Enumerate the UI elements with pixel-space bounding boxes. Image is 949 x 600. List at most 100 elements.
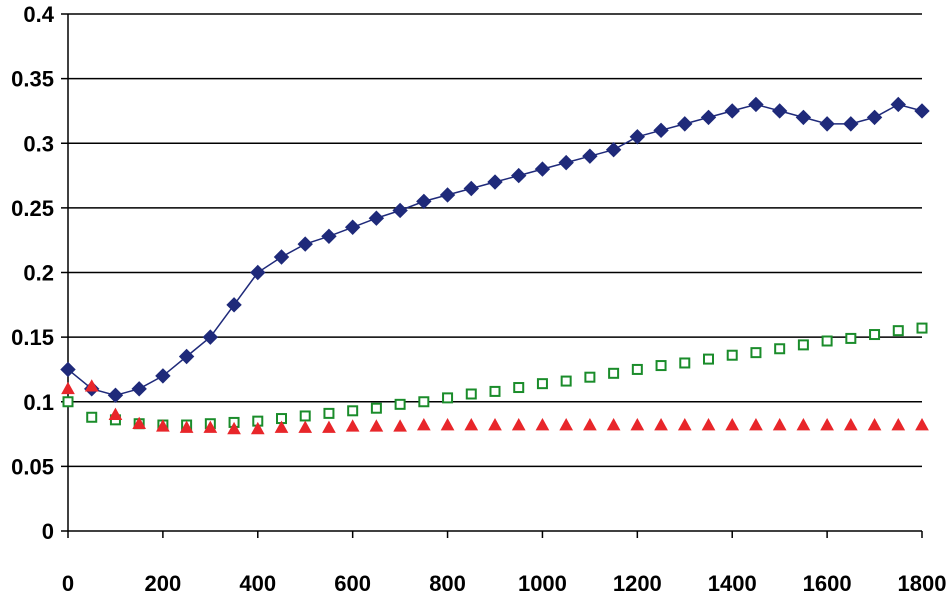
data-point — [535, 417, 550, 431]
series-line — [67, 103, 923, 397]
tick-labels-layer: 0 0.05 0.1 0.15 0.2 0.25 0.3 0.35 0.4 0 200 400 600 8… — [11, 2, 946, 596]
data-point — [866, 109, 883, 126]
data-point — [321, 228, 337, 245]
data-point — [726, 349, 738, 361]
data-point — [178, 348, 195, 365]
data-point — [584, 371, 596, 383]
data-point — [416, 417, 431, 431]
y-tick-label: 0.4 — [23, 2, 54, 27]
data-point — [84, 379, 99, 392]
data-point — [344, 219, 361, 235]
data-point — [202, 329, 219, 345]
data-point — [700, 109, 717, 126]
data-point — [60, 361, 76, 378]
data-point — [703, 353, 714, 365]
data-point — [442, 392, 454, 404]
data-point — [820, 417, 834, 431]
data-point — [534, 161, 551, 177]
data-point — [701, 417, 716, 431]
data-point — [345, 419, 360, 432]
data-point — [179, 420, 194, 433]
y-tick-label: 0.2 — [23, 261, 54, 286]
data-point — [796, 417, 811, 431]
x-tick-label: 200 — [145, 571, 182, 596]
y-tick-label: 0.1 — [23, 390, 54, 415]
data-point — [843, 417, 858, 431]
data-point — [274, 420, 289, 433]
data-point — [487, 174, 503, 190]
data-point — [273, 249, 290, 265]
data-point — [772, 417, 787, 431]
data-point — [774, 343, 786, 355]
data-point — [558, 154, 574, 171]
data-point — [629, 129, 646, 145]
data-point — [560, 375, 572, 387]
data-point — [914, 103, 930, 119]
data-point — [606, 417, 621, 431]
data-point — [582, 148, 598, 164]
data-point — [748, 96, 764, 113]
data-point — [464, 417, 479, 431]
data-point — [677, 116, 693, 132]
data-point — [465, 388, 477, 400]
x-tick-label: 400 — [239, 571, 276, 596]
data-point — [630, 417, 645, 431]
data-point — [655, 360, 667, 372]
data-point — [891, 417, 906, 431]
x-tick-label: 0 — [62, 571, 74, 596]
data-point — [511, 167, 527, 184]
y-tick-label: 0 — [42, 519, 54, 544]
data-point — [132, 416, 147, 430]
data-point — [867, 417, 882, 431]
data-point — [916, 322, 928, 334]
data-point — [61, 381, 75, 395]
data-point — [440, 417, 455, 431]
data-point — [347, 405, 359, 417]
data-point — [62, 396, 74, 408]
data-point — [869, 329, 881, 341]
data-point — [892, 325, 904, 337]
data-point — [771, 103, 788, 119]
data-point — [654, 417, 668, 431]
data-point — [226, 297, 242, 313]
data-point — [750, 347, 762, 359]
data-point — [416, 193, 432, 210]
data-point — [559, 417, 574, 431]
data-point — [890, 96, 906, 113]
data-point — [608, 367, 620, 379]
x-tick-label: 1600 — [803, 571, 852, 596]
y-tick-label: 0.15 — [11, 325, 54, 350]
data-point — [392, 202, 408, 219]
data-point — [488, 417, 502, 431]
y-tick-label: 0.05 — [11, 454, 54, 479]
data-point — [653, 122, 669, 139]
series-triangle — [61, 379, 929, 435]
series-layer — [60, 96, 930, 435]
data-point — [915, 417, 929, 431]
data-point — [299, 410, 311, 422]
x-tick-label: 800 — [429, 571, 466, 596]
x-tick-label: 1400 — [708, 571, 757, 596]
data-point — [418, 396, 430, 408]
x-tick-label: 600 — [334, 571, 371, 596]
axes-layer — [61, 13, 923, 538]
data-point — [370, 402, 382, 414]
data-point — [797, 339, 809, 351]
data-point — [250, 264, 266, 281]
x-tick-label: 1200 — [613, 571, 662, 596]
data-point — [845, 332, 857, 344]
data-point — [795, 109, 812, 126]
data-point — [843, 116, 859, 132]
data-point — [536, 378, 548, 390]
data-point — [513, 382, 525, 394]
grid-layer — [68, 13, 922, 468]
data-point — [583, 417, 597, 431]
data-point — [511, 417, 526, 431]
series-open-square — [62, 322, 928, 431]
data-point — [463, 180, 479, 197]
data-point — [631, 363, 643, 375]
data-point — [368, 210, 385, 226]
data-point — [86, 411, 98, 423]
data-point — [489, 385, 501, 397]
